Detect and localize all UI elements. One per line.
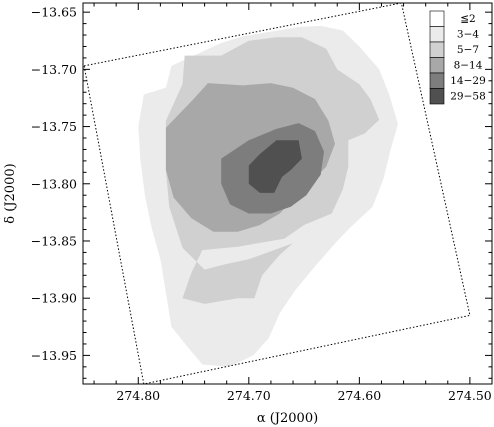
x-tick-label: 274.50 [448,388,492,403]
y-tick-label: −13.70 [31,62,77,77]
legend-swatch [429,72,445,89]
legend-swatch [429,57,445,74]
legend-swatch [429,88,445,105]
y-tick-label: −13.65 [31,5,77,20]
contour-level-5-region-4 [248,140,302,193]
legend-label: 29−58 [450,91,486,103]
x-tick-label: 274.60 [337,388,381,403]
legend-swatch [429,41,445,58]
axis-tick-labels: 274.80 274.70 274.60 274.50 −13.65 −13.70 −13.… [31,5,492,403]
y-tick-label: −13.85 [31,233,77,248]
legend-label: 5−7 [457,44,479,56]
density-contours [138,25,399,367]
y-tick-label: −13.80 [31,176,77,191]
axis-ticks [83,3,493,384]
y-tick-label: −13.90 [31,291,77,306]
y-tick-label: −13.95 [31,348,77,363]
plot-frame [82,2,493,385]
x-axis-label: α (J2000) [257,411,318,426]
x-tick-label: 274.80 [116,388,160,403]
legend-label: 14−29 [450,75,486,87]
y-axis-label: δ (J2000) [3,163,18,223]
legend-swatch [429,26,445,43]
legend-label: 3−4 [457,29,479,41]
legend-label: ≦2 [460,13,475,25]
legend-label: 8−14 [454,60,483,72]
legend: ≦2 3−4 5−7 8−14 14−29 29−58 [429,10,486,105]
y-tick-label: −13.75 [31,119,77,134]
legend-swatch [429,10,445,27]
x-tick-label: 274.70 [227,388,271,403]
